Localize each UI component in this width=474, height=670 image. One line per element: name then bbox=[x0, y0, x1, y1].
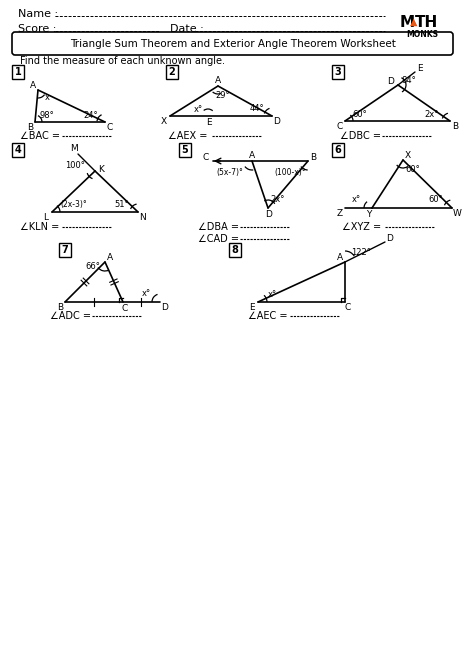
Text: C: C bbox=[345, 302, 351, 312]
Text: ∠DBC =: ∠DBC = bbox=[340, 131, 384, 141]
Text: A: A bbox=[249, 151, 255, 159]
Text: x°: x° bbox=[193, 105, 202, 113]
Text: x°: x° bbox=[141, 289, 151, 297]
Text: A: A bbox=[30, 80, 36, 90]
Text: L: L bbox=[44, 212, 48, 222]
Text: x: x bbox=[45, 92, 49, 101]
Text: C: C bbox=[107, 123, 113, 131]
Text: (5x-7)°: (5x-7)° bbox=[217, 168, 244, 176]
Text: 60°: 60° bbox=[428, 194, 443, 204]
Text: M: M bbox=[400, 15, 415, 29]
Text: TH: TH bbox=[415, 15, 438, 29]
Text: D: D bbox=[273, 117, 281, 125]
Text: A: A bbox=[107, 253, 113, 261]
Text: N: N bbox=[140, 212, 146, 222]
Text: MONKS: MONKS bbox=[406, 29, 438, 38]
Text: Find the measure of each unknown angle.: Find the measure of each unknown angle. bbox=[20, 56, 225, 66]
Text: 60°: 60° bbox=[406, 165, 420, 174]
Text: 122°: 122° bbox=[351, 247, 371, 257]
Text: ∠CAD =: ∠CAD = bbox=[198, 234, 242, 244]
Text: C: C bbox=[122, 304, 128, 312]
Text: E: E bbox=[417, 64, 423, 72]
Text: ∠AEX =: ∠AEX = bbox=[168, 131, 210, 141]
Text: 100°: 100° bbox=[65, 161, 85, 170]
Text: 1: 1 bbox=[15, 67, 21, 77]
Text: Z: Z bbox=[337, 208, 343, 218]
Text: 2x°: 2x° bbox=[271, 194, 285, 204]
Text: ∠BAC =: ∠BAC = bbox=[20, 131, 63, 141]
Text: 60°: 60° bbox=[353, 109, 367, 119]
Text: D: D bbox=[387, 234, 393, 243]
Text: 8: 8 bbox=[232, 245, 238, 255]
Text: Score :: Score : bbox=[18, 24, 56, 34]
Text: 6: 6 bbox=[335, 145, 341, 155]
Text: K: K bbox=[98, 165, 104, 174]
Text: 2x°: 2x° bbox=[425, 109, 439, 119]
Text: 7: 7 bbox=[62, 245, 68, 255]
Text: M: M bbox=[70, 143, 78, 153]
Text: (100-x)°: (100-x)° bbox=[274, 168, 306, 176]
Text: B: B bbox=[27, 123, 33, 131]
Text: ∠KLN =: ∠KLN = bbox=[20, 222, 63, 232]
Text: 4: 4 bbox=[15, 145, 21, 155]
Text: E: E bbox=[249, 302, 255, 312]
FancyBboxPatch shape bbox=[12, 32, 453, 55]
Text: 51°: 51° bbox=[115, 200, 129, 208]
Text: 98°: 98° bbox=[40, 111, 55, 119]
Text: E: E bbox=[206, 117, 212, 127]
Text: (2x-3)°: (2x-3)° bbox=[61, 200, 87, 208]
Text: 29°: 29° bbox=[216, 90, 230, 100]
Text: A: A bbox=[337, 253, 343, 261]
Text: A: A bbox=[215, 76, 221, 84]
Text: B: B bbox=[57, 302, 63, 312]
Text: C: C bbox=[203, 153, 209, 161]
Text: B: B bbox=[310, 153, 316, 161]
Text: x°: x° bbox=[267, 289, 276, 299]
Text: ∠AEC =: ∠AEC = bbox=[248, 311, 291, 321]
Text: Y: Y bbox=[366, 210, 372, 218]
Text: Date :: Date : bbox=[170, 24, 204, 34]
Text: C: C bbox=[337, 121, 343, 131]
Text: D: D bbox=[265, 210, 273, 218]
Text: W: W bbox=[453, 208, 461, 218]
Text: D: D bbox=[388, 76, 394, 86]
Text: Name :: Name : bbox=[18, 9, 58, 19]
Text: Triangle Sum Theorem and Exterior Angle Theorem Worksheet: Triangle Sum Theorem and Exterior Angle … bbox=[70, 39, 396, 49]
Text: 24°: 24° bbox=[84, 111, 98, 119]
Text: B: B bbox=[452, 121, 458, 131]
Text: 2: 2 bbox=[169, 67, 175, 77]
Text: x°: x° bbox=[351, 194, 361, 204]
Text: ∠DBA =: ∠DBA = bbox=[198, 222, 242, 232]
Text: ∠ADC =: ∠ADC = bbox=[50, 311, 94, 321]
Text: X: X bbox=[405, 151, 411, 159]
Text: 3: 3 bbox=[335, 67, 341, 77]
Text: 44°: 44° bbox=[250, 103, 264, 113]
Text: 5: 5 bbox=[182, 145, 188, 155]
Text: 84°: 84° bbox=[401, 76, 416, 84]
Text: D: D bbox=[162, 302, 168, 312]
Text: ∠XYZ =: ∠XYZ = bbox=[342, 222, 384, 232]
Text: X: X bbox=[161, 117, 167, 125]
Text: ▲: ▲ bbox=[410, 17, 418, 27]
Text: 66°: 66° bbox=[86, 261, 100, 271]
